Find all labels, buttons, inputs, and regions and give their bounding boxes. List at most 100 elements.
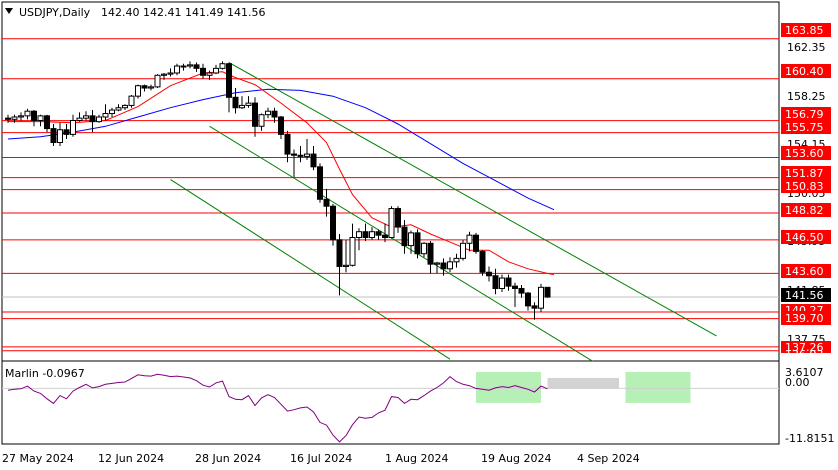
level-tag-bg (781, 304, 831, 315)
level-tag: 155.75 (785, 121, 824, 134)
candle-body (57, 129, 63, 143)
ma-fast-line (8, 71, 555, 276)
candle-body (232, 96, 239, 109)
candle-body (109, 109, 115, 115)
level-tag: 160.40 (785, 65, 824, 78)
level-tag: 143.60 (785, 265, 824, 278)
candle-body (297, 154, 304, 157)
candle-body (356, 231, 362, 239)
high-value: 142.41 (143, 6, 182, 19)
candle-body (518, 287, 525, 294)
candle-body (11, 116, 18, 120)
candle-body (200, 67, 206, 76)
level-tag-bg (781, 230, 831, 244)
level-tag: 146.50 (785, 231, 824, 244)
candle-body (148, 86, 154, 89)
candle-body (310, 153, 317, 168)
date-axis-labels: 27 May 2024 12 Jun 2024 28 Jun 2024 16 J… (2, 452, 640, 465)
level-tag: 137.26 (785, 341, 824, 354)
candle-body (76, 117, 83, 121)
date-label: 19 Aug 2024 (481, 452, 551, 465)
level-tag: 163.85 (785, 24, 824, 37)
current-price-tag-bg (781, 288, 831, 302)
level-tag-bg (781, 311, 831, 325)
candle-body (349, 237, 356, 266)
current-price-tag: 141.56 (785, 289, 824, 302)
osc-tick-zero: 0.00 (785, 376, 810, 389)
candle-body (180, 65, 187, 68)
candle-body (278, 116, 284, 135)
candle-body (70, 119, 76, 135)
oscillator-box (625, 372, 691, 403)
price-tick: 158.25 (787, 90, 826, 103)
channel-line (170, 179, 451, 360)
candle-body (193, 64, 200, 69)
candle-body (18, 115, 24, 118)
candle-body (362, 231, 369, 239)
candle-body (239, 104, 245, 109)
channel-line (228, 62, 717, 337)
symbol-label: USDJPY,Daily (19, 6, 91, 19)
date-label: 12 Jun 2024 (98, 452, 164, 465)
candle-body (128, 95, 135, 106)
candle-body (161, 73, 167, 76)
candle-body (531, 305, 538, 309)
candle-body (245, 102, 252, 106)
candle-body (479, 250, 486, 273)
level-tag: 156.79 (785, 108, 824, 121)
level-tag-bg (781, 341, 831, 353)
date-label: 16 Jul 2024 (290, 452, 352, 465)
candle-body (89, 115, 96, 123)
candle-body (5, 117, 11, 120)
candle-body (206, 72, 213, 76)
open-value: 142.40 (101, 6, 140, 19)
candle-body (115, 107, 122, 111)
low-value: 141.49 (185, 6, 224, 19)
level-tag-bg (781, 120, 831, 134)
symbol-menu-icon[interactable] (5, 8, 13, 14)
level-tag-bg (781, 203, 831, 217)
candle-body (37, 115, 44, 121)
candle-body (317, 166, 323, 200)
candle-body (453, 257, 460, 263)
candle-body (388, 208, 395, 239)
candle-body (473, 234, 479, 252)
candlesticks[interactable] (5, 61, 551, 320)
candle-body (50, 128, 57, 143)
candle-body (284, 133, 291, 155)
level-labels: 163.85 160.40 156.79 155.75 153.60 151.8… (781, 23, 831, 361)
candle-body (24, 110, 31, 117)
candle-body (466, 234, 473, 244)
candle-body (252, 102, 258, 127)
ma-slow-line (7, 88, 555, 211)
candle-body (505, 277, 512, 287)
channel-line (209, 125, 594, 362)
oscillator-panel (2, 372, 779, 443)
candle-body (460, 242, 466, 259)
candle-body (395, 208, 401, 228)
date-label: 27 May 2024 (2, 452, 74, 465)
indicator-name: Marlin -0.0967 (5, 367, 85, 380)
candle-body (447, 261, 453, 270)
moving-averages (7, 71, 555, 276)
level-tag-bg (781, 166, 831, 180)
level-tag: 151.87 (785, 167, 824, 180)
channel-lines (170, 62, 717, 362)
candle-body (304, 153, 310, 157)
candle-body (167, 72, 174, 75)
candle-body (213, 67, 219, 74)
candle-body (369, 231, 375, 239)
candle-body (343, 264, 349, 267)
oscillator-line (7, 373, 548, 443)
candle-body (96, 116, 102, 123)
candle-body (271, 110, 278, 118)
candle-body (401, 226, 408, 247)
level-tag: 153.60 (785, 147, 824, 160)
candle-body (141, 85, 148, 89)
level-tag-bg (781, 264, 831, 278)
candle-body (492, 275, 499, 289)
candle-body (135, 85, 141, 97)
candle-body (408, 232, 414, 247)
candle-body (187, 64, 193, 67)
